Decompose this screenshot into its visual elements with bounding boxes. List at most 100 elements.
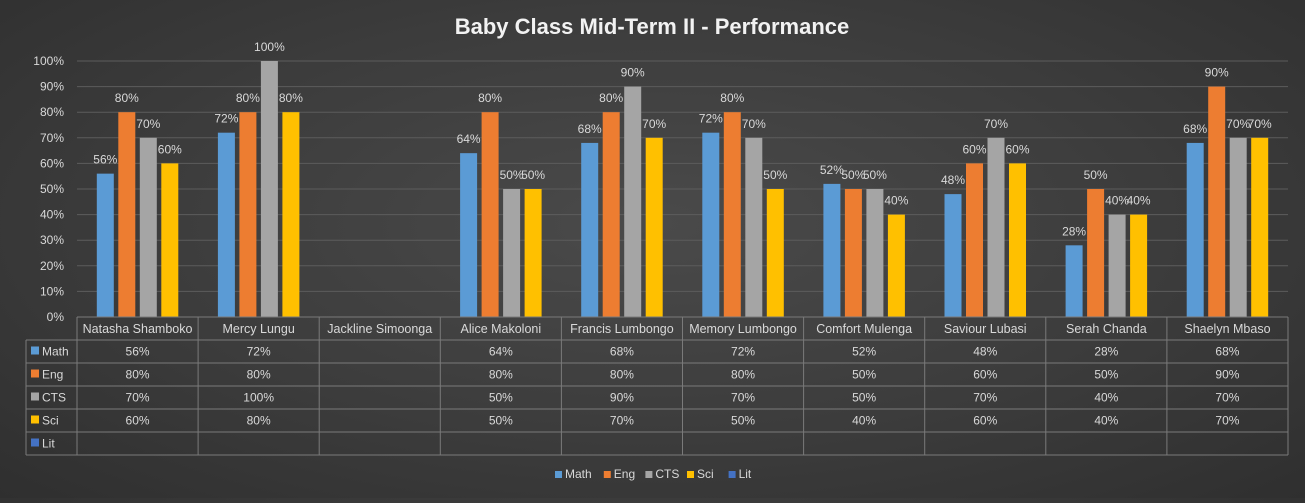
table-series-name: Math: [42, 345, 69, 359]
x-tick-label: Comfort Mulenga: [816, 322, 912, 336]
bar: [581, 142, 599, 317]
table-cell: 70%: [1215, 414, 1239, 428]
y-tick-label: 0%: [47, 310, 65, 324]
table-cell: 70%: [610, 414, 634, 428]
data-label: 80%: [236, 91, 260, 105]
bar: [944, 194, 962, 317]
bar: [139, 137, 157, 317]
data-label: 48%: [941, 173, 965, 187]
table-cell: 70%: [731, 391, 755, 405]
bar: [460, 153, 478, 317]
data-label: 70%: [1248, 117, 1272, 131]
bar: [161, 163, 179, 317]
table-cell: 80%: [489, 368, 513, 382]
bar: [624, 86, 642, 317]
table-series-name: Lit: [42, 437, 55, 451]
data-label: 50%: [763, 168, 787, 182]
table-cell: 48%: [973, 345, 997, 359]
data-label: 68%: [578, 122, 602, 136]
bar: [481, 112, 499, 317]
data-label: 80%: [115, 91, 139, 105]
table-cell: 40%: [852, 414, 876, 428]
table-series-swatch: [31, 346, 39, 355]
table-cell: 80%: [247, 414, 271, 428]
data-label: 28%: [1062, 224, 1086, 238]
data-label: 50%: [500, 168, 524, 182]
y-tick-label: 60%: [40, 156, 64, 170]
table-cell: 40%: [1094, 414, 1118, 428]
data-label: 70%: [984, 117, 1008, 131]
data-label: 40%: [1127, 194, 1151, 208]
table-series-swatch: [31, 392, 39, 401]
table-cell: 80%: [731, 368, 755, 382]
table-cell: 70%: [126, 391, 150, 405]
table-series-swatch: [31, 369, 39, 378]
data-label: 70%: [642, 117, 666, 131]
table-cell: 72%: [731, 345, 755, 359]
table-cell: 40%: [1094, 391, 1118, 405]
x-tick-label: Alice Makoloni: [461, 322, 542, 336]
bar: [1251, 137, 1269, 317]
bar: [602, 112, 620, 317]
data-label: 80%: [720, 91, 744, 105]
legend-swatch: [555, 471, 562, 478]
legend-swatch: [603, 471, 611, 478]
bar: [96, 173, 114, 317]
y-tick-label: 40%: [40, 208, 64, 222]
data-label: 70%: [742, 117, 766, 131]
data-label: 70%: [1226, 117, 1250, 131]
table-cell: 68%: [1215, 345, 1239, 359]
y-tick-label: 80%: [40, 105, 64, 119]
data-label: 60%: [158, 142, 182, 156]
x-tick-label: Francis Lumbongo: [570, 322, 674, 336]
table-cell: 80%: [610, 368, 634, 382]
data-label: 80%: [279, 91, 303, 105]
legend-swatch: [687, 471, 694, 478]
bar: [1087, 189, 1105, 317]
table-cell: 52%: [852, 345, 876, 359]
table-series-swatch: [31, 438, 39, 447]
table-series-name: Sci: [42, 414, 59, 428]
table-cell: 68%: [610, 345, 634, 359]
bar: [217, 132, 235, 317]
table-cell: 50%: [852, 368, 876, 382]
x-tick-label: Mercy Lungu: [223, 322, 295, 336]
table-cell: 50%: [1094, 368, 1118, 382]
table-series-name: Eng: [42, 368, 63, 382]
bar: [1229, 137, 1247, 317]
y-tick-label: 70%: [40, 131, 64, 145]
bar: [503, 189, 521, 317]
legend-label: Eng: [614, 467, 635, 481]
data-label: 80%: [478, 91, 502, 105]
y-tick-label: 10%: [40, 284, 64, 298]
table-cell: 28%: [1094, 345, 1118, 359]
chart-title: Baby Class Mid-Term II - Performance: [455, 14, 850, 39]
y-tick-label: 90%: [40, 80, 64, 94]
x-tick-label: Shaelyn Mbaso: [1184, 322, 1270, 336]
data-label: 72%: [699, 112, 723, 126]
table-cell: 60%: [973, 368, 997, 382]
table-cell: 50%: [489, 414, 513, 428]
table-cell: 70%: [1215, 391, 1239, 405]
legend-label: CTS: [655, 467, 679, 481]
data-label: 40%: [1105, 194, 1129, 208]
bar: [1208, 86, 1226, 317]
table-cell: 90%: [1215, 368, 1239, 382]
bar: [887, 214, 905, 317]
table-series-swatch: [31, 415, 39, 424]
x-tick-label: Memory Lumbongo: [689, 322, 797, 336]
legend-swatch: [645, 471, 653, 478]
data-label: 60%: [1005, 142, 1029, 156]
bar: [1130, 214, 1148, 317]
legend-label: Sci: [697, 467, 714, 481]
data-label: 90%: [1205, 66, 1229, 80]
bar: [239, 112, 257, 317]
table-cell: 56%: [126, 345, 150, 359]
x-tick-label: Serah Chanda: [1066, 322, 1147, 336]
table-cell: 100%: [243, 391, 274, 405]
table-cell: 64%: [489, 345, 513, 359]
bar: [823, 183, 841, 317]
data-label: 72%: [214, 112, 238, 126]
legend-swatch: [728, 471, 736, 478]
